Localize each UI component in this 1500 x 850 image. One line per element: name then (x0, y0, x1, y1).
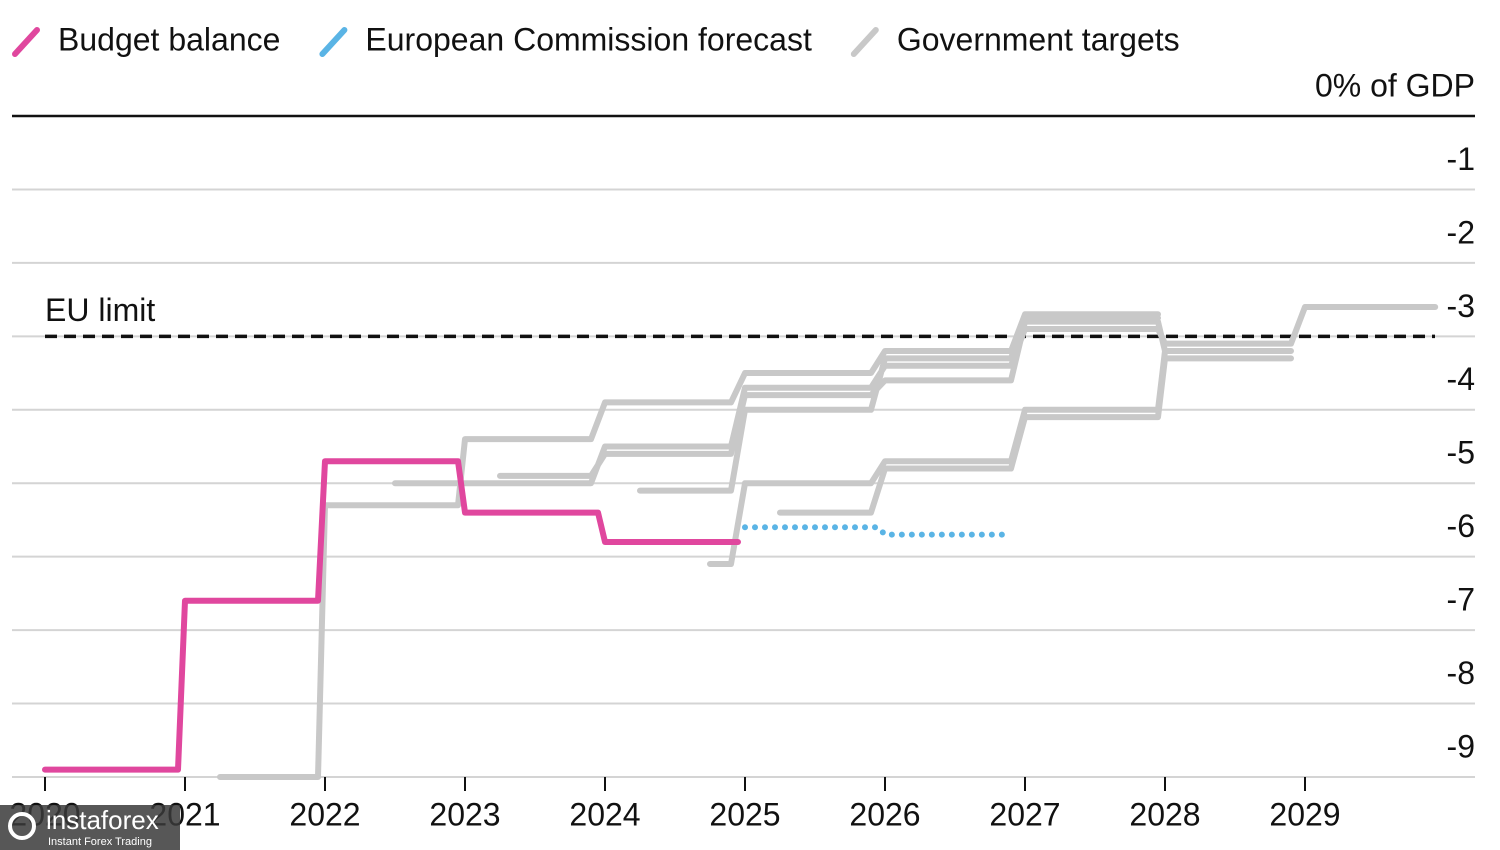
plot-area: 0% of GDP-1-2-3-4-5-6-7-8-92020202120222… (9, 67, 1475, 832)
x-tick-label: 2024 (569, 796, 640, 832)
series-line (217, 303, 1439, 780)
x-tick-label: 2027 (989, 796, 1060, 832)
legend-swatch (850, 27, 879, 57)
y-tick-label: -5 (1447, 435, 1475, 471)
series-line (742, 524, 1014, 538)
legend: Budget balance European Commission foreca… (12, 21, 1180, 57)
x-tick-label: 2023 (429, 796, 500, 832)
legend-swatch (12, 27, 40, 57)
x-tick-label: 2022 (289, 796, 360, 832)
watermark-logo (8, 812, 36, 840)
y-tick-label: -2 (1447, 214, 1475, 250)
legend-label: Government targets (897, 21, 1180, 57)
y-tick-label: -1 (1447, 141, 1475, 177)
y-tick-label: -3 (1447, 288, 1475, 324)
y-tick-label: -4 (1447, 361, 1475, 397)
x-tick-label: 2029 (1269, 796, 1340, 832)
legend-swatch (319, 27, 348, 57)
watermark-tagline: Instant Forex Trading (48, 836, 152, 848)
x-tick-label: 2026 (849, 796, 920, 832)
x-tick-label: 2025 (709, 796, 780, 832)
legend-label: Budget balance (58, 21, 280, 57)
watermark: instaforex Instant Forex Trading (0, 805, 180, 850)
reference-label: EU limit (45, 292, 155, 328)
watermark-box (0, 805, 180, 850)
y-tick-label: -8 (1447, 655, 1475, 691)
y-tick-label: 0% of GDP (1315, 67, 1475, 103)
watermark-name: instaforex (46, 805, 159, 835)
y-tick-label: -7 (1447, 582, 1475, 618)
y-tick-label: -6 (1447, 508, 1475, 544)
series-line (42, 458, 741, 773)
legend-label: European Commission forecast (365, 21, 812, 57)
y-tick-label: -9 (1447, 728, 1475, 764)
x-tick-label: 2028 (1129, 796, 1200, 832)
